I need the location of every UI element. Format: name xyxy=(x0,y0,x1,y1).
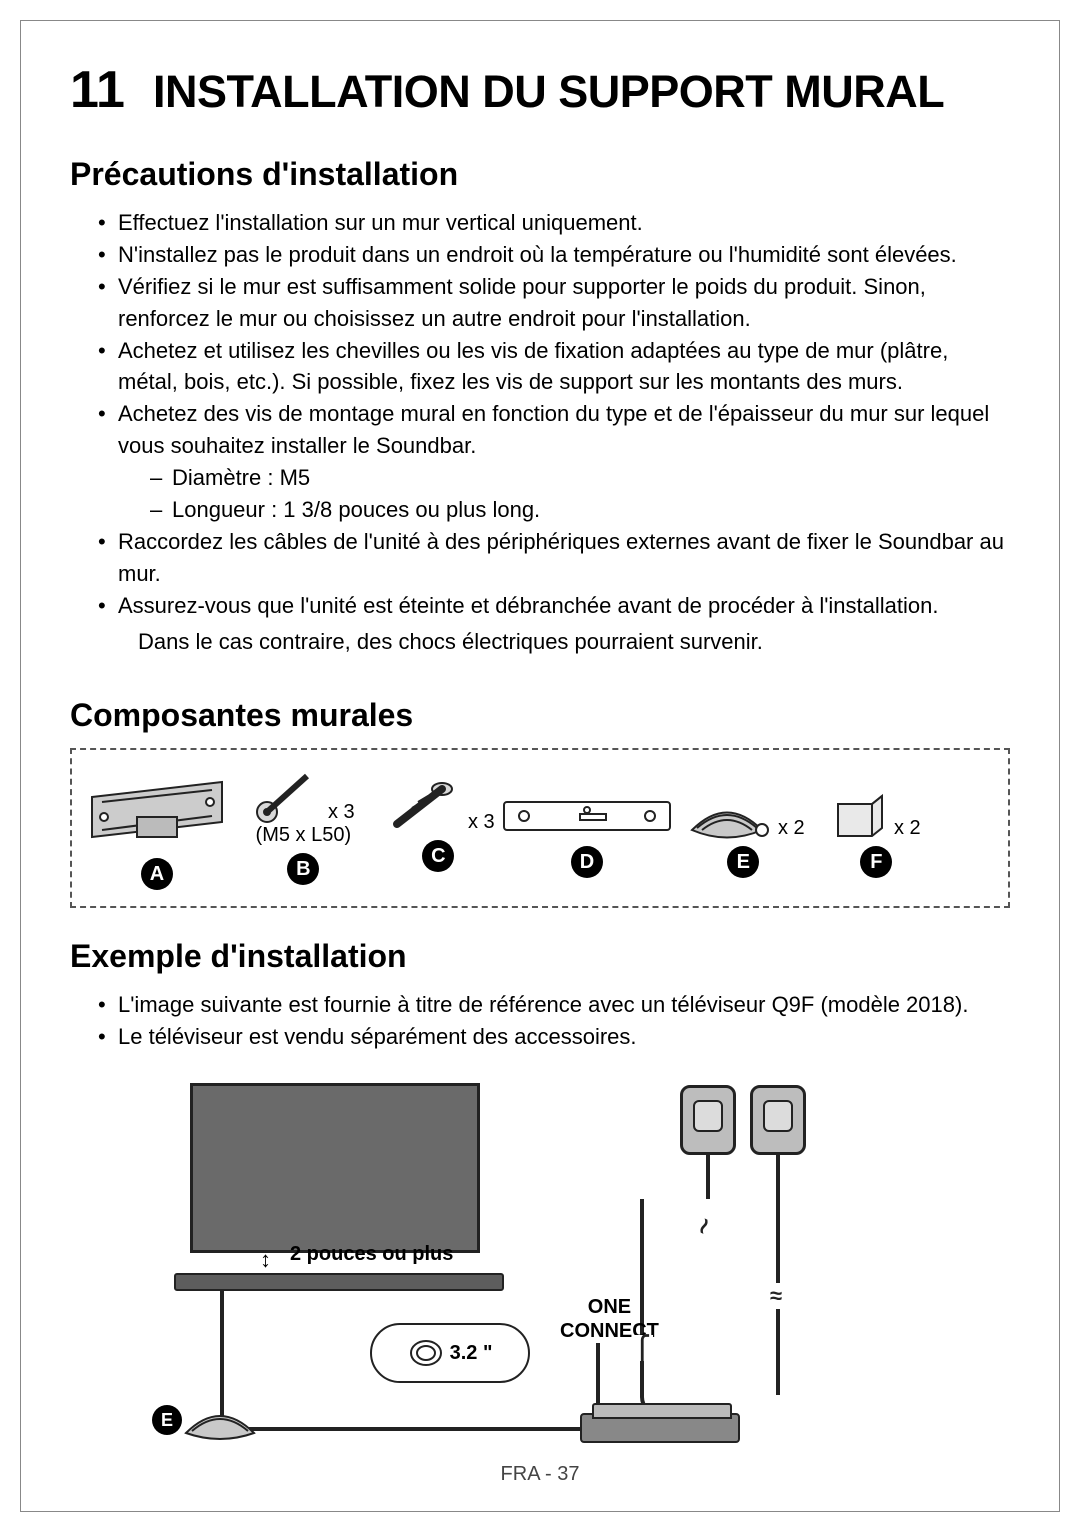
component-badge: E xyxy=(727,846,759,878)
component-c: x 3 C xyxy=(382,774,495,872)
component-badge: B xyxy=(287,853,319,885)
precaution-item: Vérifiez si le mur est suffisamment soli… xyxy=(98,271,1010,335)
component-qty: x 3 xyxy=(468,811,495,834)
precaution-note: Dans le cas contraire, des chocs électri… xyxy=(118,626,1010,658)
measurement-text: 3.2 " xyxy=(450,1342,493,1365)
component-f: x 2 F xyxy=(832,790,921,878)
component-a: A xyxy=(82,762,232,890)
precautions-heading: Précautions d'installation xyxy=(70,156,1010,193)
guide-icon xyxy=(502,794,672,840)
cable-break-icon: ≈ xyxy=(768,1283,784,1309)
components-box: A x 3 (M5 x L50) B xyxy=(70,748,1010,908)
precaution-text: Achetez des vis de montage mural en fonc… xyxy=(118,401,989,458)
screw-spec-list: Diamètre : M5 Longueur : 1 3/8 pouces ou… xyxy=(118,462,1010,526)
component-qty: x 3 xyxy=(328,801,355,824)
section-title: INSTALLATION DU SUPPORT MURAL xyxy=(153,66,944,118)
precaution-item: Achetez et utilisez les chevilles ou les… xyxy=(98,335,1010,399)
wall-plug-icon xyxy=(680,1085,736,1155)
precaution-item: N'installez pas le produit dans un endro… xyxy=(98,239,1010,271)
component-badge: F xyxy=(860,846,892,878)
component-b: x 3 (M5 x L50) B xyxy=(252,764,355,885)
install-notes-list: L'image suivante est fournie à titre de … xyxy=(70,989,1010,1053)
install-note: Le téléviseur est vendu séparément des a… xyxy=(98,1021,1010,1053)
install-note: L'image suivante est fournie à titre de … xyxy=(98,989,1010,1021)
component-d: D xyxy=(502,794,672,878)
screw-icon xyxy=(252,764,322,824)
precaution-text: Assurez-vous que l'unité est éteinte et … xyxy=(118,593,938,618)
component-badge: A xyxy=(141,858,173,890)
section-number: 11 xyxy=(70,60,125,120)
anchor-icon xyxy=(382,774,462,834)
soundbar-icon xyxy=(174,1273,504,1291)
screw-diameter: Diamètre : M5 xyxy=(150,462,1010,494)
components-heading: Composantes murales xyxy=(70,697,1010,734)
cable-break-icon: ⎧ xyxy=(632,1335,653,1361)
precaution-item: Effectuez l'installation sur un mur vert… xyxy=(98,207,1010,239)
precautions-list: Effectuez l'installation sur un mur vert… xyxy=(70,207,1010,657)
bracket-icon xyxy=(82,762,232,852)
component-badge: D xyxy=(571,846,603,878)
component-e: x 2 E xyxy=(682,790,805,878)
section-header: 11 INSTALLATION DU SUPPORT MURAL xyxy=(70,60,1010,120)
screw-length: Longueur : 1 3/8 pouces ou plus long. xyxy=(150,494,1010,526)
cable-line xyxy=(706,1155,710,1199)
cable-line xyxy=(220,1427,600,1431)
page-content: 11 INSTALLATION DU SUPPORT MURAL Précaut… xyxy=(0,0,1080,1533)
bracket-mini-icon xyxy=(408,1335,444,1371)
gap-label: 2 pouces ou plus xyxy=(290,1243,453,1266)
holder-icon xyxy=(682,790,772,840)
gap-arrow-icon: ↕ xyxy=(260,1247,271,1273)
holder-e-icon xyxy=(180,1393,260,1443)
component-qty: x 2 xyxy=(894,817,921,840)
precaution-item: Achetez des vis de montage mural en fonc… xyxy=(98,398,1010,526)
measurement-callout: 3.2 " xyxy=(370,1323,530,1383)
component-sub: (M5 x L50) xyxy=(256,824,352,847)
wall-plug-icon xyxy=(750,1085,806,1155)
component-badge: C xyxy=(422,840,454,872)
tv-icon xyxy=(190,1083,480,1253)
precaution-item: Raccordez les câbles de l'unité à des pé… xyxy=(98,526,1010,590)
cable-line xyxy=(776,1155,780,1395)
installation-diagram: ↕ 2 pouces ou plus 3.2 " ONE CONNECT ≀ ≈… xyxy=(160,1073,920,1493)
diagram-badge-e: E xyxy=(152,1405,182,1435)
block-icon xyxy=(832,790,888,840)
one-connect-box-icon xyxy=(580,1413,740,1443)
precaution-item: Assurez-vous que l'unité est éteinte et … xyxy=(98,590,1010,658)
component-qty: x 2 xyxy=(778,817,805,840)
page-footer: FRA - 37 xyxy=(0,1463,1080,1486)
install-heading: Exemple d'installation xyxy=(70,938,1010,975)
